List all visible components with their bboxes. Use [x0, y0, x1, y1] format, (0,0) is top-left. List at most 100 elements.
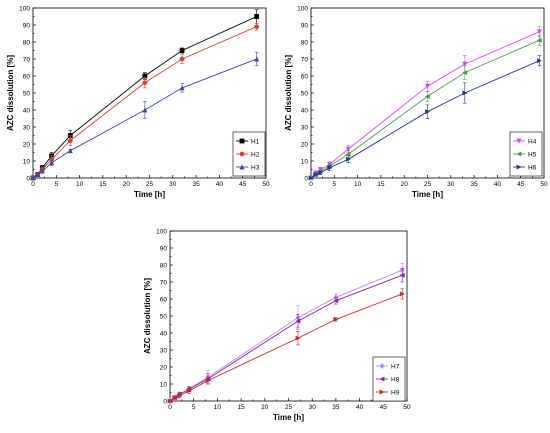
x-tick-label: 35: [470, 181, 478, 188]
x-tick-label: 20: [401, 181, 409, 188]
legend-marker: [379, 376, 385, 382]
y-tick-label: 90: [160, 245, 168, 252]
x-tick-label: 30: [169, 181, 177, 188]
data-point: [308, 175, 314, 181]
y-axis-label: AZC dissolution [%]: [143, 278, 152, 354]
legend-label: H2: [251, 151, 260, 158]
y-tick-label: 10: [301, 158, 309, 165]
legend-item-H2: H2: [236, 151, 260, 158]
legend-box: [232, 131, 266, 177]
data-point: [179, 56, 185, 62]
y-tick-label: 20: [301, 141, 309, 148]
data-point: [345, 146, 351, 152]
y-tick-label: 60: [160, 296, 168, 303]
data-point: [39, 168, 45, 174]
data-point: [142, 107, 148, 113]
data-point: [30, 175, 36, 181]
data-point: [179, 85, 185, 91]
data-point: [536, 29, 542, 35]
x-tick-label: 15: [377, 181, 385, 188]
x-tick-label: 25: [146, 181, 154, 188]
series-line: [310, 60, 540, 179]
legend-label: H8: [391, 376, 400, 383]
y-tick-label: 60: [301, 73, 309, 80]
data-point: [35, 171, 41, 178]
legend-item-H9: H9: [376, 389, 400, 396]
y-tick-label: 20: [160, 364, 168, 371]
legend-marker: [516, 164, 522, 170]
data-point: [536, 58, 542, 64]
x-tick-label: 10: [354, 181, 362, 188]
y-tick-label: 50: [301, 90, 309, 97]
x-tick-label: 40: [356, 404, 364, 411]
series-H3: [30, 51, 260, 181]
data-point: [399, 291, 405, 297]
data-point: [67, 138, 73, 144]
x-tick-label: 40: [494, 181, 502, 188]
legend-marker: [516, 138, 522, 144]
x-tick-label: 15: [237, 404, 245, 411]
series-H5: [308, 34, 542, 181]
series-H6: [308, 55, 542, 181]
y-tick-label: 30: [160, 347, 168, 354]
legend-item-H8: H8: [376, 376, 400, 383]
x-tick-label: 50: [540, 181, 548, 188]
y-tick-label: 40: [23, 107, 31, 114]
y-tick-label: 80: [23, 39, 31, 46]
x-axis-label: Time [h]: [273, 413, 304, 422]
data-point: [333, 298, 339, 304]
y-axis-label: AZC dissolution [%]: [6, 55, 15, 131]
legend-label: H7: [391, 363, 400, 370]
data-point: [177, 393, 183, 399]
legend-label: H6: [528, 164, 537, 171]
data-point: [345, 156, 351, 162]
x-tick-label: 0: [31, 181, 35, 188]
data-point: [536, 37, 542, 43]
legend-label: H1: [251, 138, 260, 145]
series-line: [169, 269, 403, 402]
data-point: [317, 170, 323, 176]
y-tick-label: 0: [304, 175, 308, 182]
data-point: [462, 90, 468, 96]
data-point: [295, 318, 301, 324]
x-tick-label: 20: [123, 181, 131, 188]
series-line: [310, 39, 540, 179]
chart-3: 0 5 10 15 20 25 30 35 40 45 50 0 10 20 30 40 50 60 70 80 90 1…: [143, 228, 411, 422]
y-tick-label: 100: [19, 5, 30, 12]
data-point: [142, 80, 148, 86]
legend-marker: [379, 389, 385, 395]
y-tick-label: 30: [23, 124, 31, 131]
chart-2: 0 5 10 15 20 25 30 35 40 45 50 0 10 20 30 40 50 60 70 80 90 1…: [284, 5, 548, 199]
legend-marker: [516, 151, 522, 157]
data-point: [327, 165, 333, 171]
y-tick-label: 90: [23, 22, 31, 29]
legend-marker: [239, 164, 245, 170]
x-tick-label: 5: [332, 181, 336, 188]
y-tick-label: 40: [301, 107, 309, 114]
legend-label: H3: [251, 164, 260, 171]
series-line: [169, 293, 403, 402]
y-tick-label: 70: [160, 279, 168, 286]
x-tick-label: 0: [309, 181, 313, 188]
x-tick-label: 30: [309, 404, 317, 411]
legend-label: H5: [528, 151, 537, 158]
data-point: [462, 61, 468, 67]
y-tick-label: 30: [301, 124, 309, 131]
legend-item-H4: H4: [513, 138, 537, 145]
data-point: [313, 172, 319, 178]
data-point: [462, 70, 468, 76]
x-tick-label: 35: [332, 404, 340, 411]
x-tick-label: 25: [285, 404, 293, 411]
data-point: [345, 151, 351, 157]
y-tick-label: 100: [156, 228, 167, 235]
data-point: [254, 24, 260, 30]
data-point: [424, 83, 431, 89]
x-tick-label: 20: [261, 404, 269, 411]
x-tick-label: 45: [380, 404, 388, 411]
legend: H7 H8 H9: [372, 356, 406, 402]
series-H9: [167, 288, 405, 404]
y-tick-label: 10: [23, 158, 31, 165]
x-tick-label: 5: [54, 181, 58, 188]
data-point: [172, 395, 178, 401]
